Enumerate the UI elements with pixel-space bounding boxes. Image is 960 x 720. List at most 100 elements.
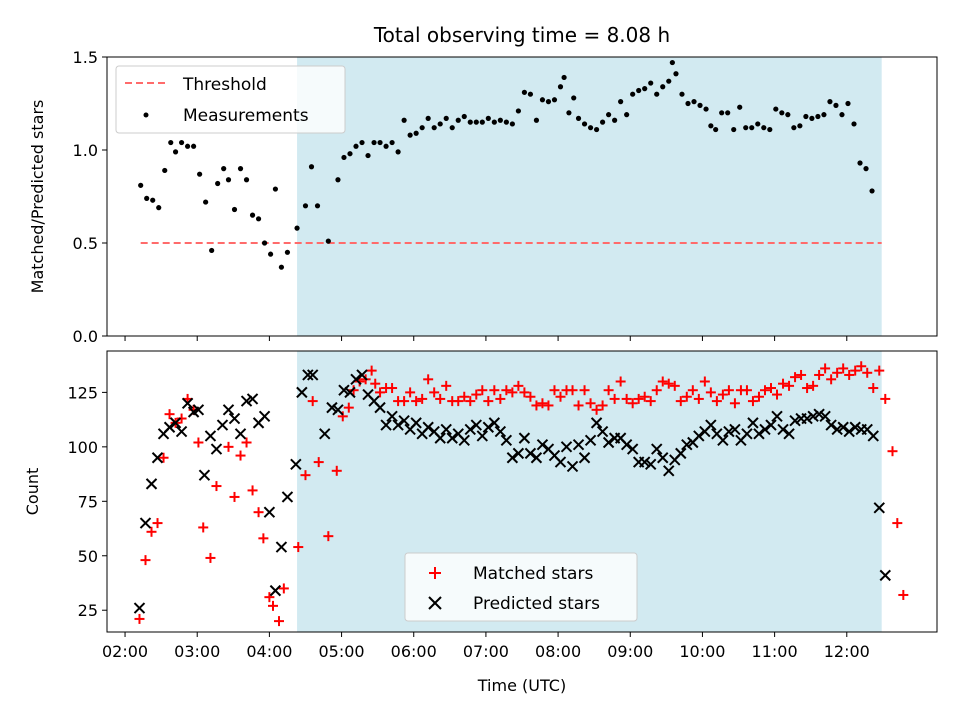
predicted-star-point [356,369,368,381]
predicted-star-marker-b [234,428,247,440]
predicted-star-marker-b [506,452,519,464]
measurement-point [654,91,660,97]
matched-star-point [274,616,285,627]
predicted-star-marker-b [813,408,825,420]
matched-star-point [621,393,632,404]
predicted-star-point [374,401,386,414]
predicted-star-marker-b [181,397,194,409]
matched-star-point [585,398,596,409]
measurement-point [679,91,685,97]
matched-star-point [411,396,422,407]
predicted-star-marker-b [741,428,753,440]
predicted-star-marker-b [275,541,288,553]
predicted-star-point [458,434,470,447]
x-tick-label: 05:00 [319,642,365,661]
predicted-star-point [258,410,271,423]
predicted-star-marker-b [663,465,675,477]
x-tick-label: 09:00 [607,642,653,661]
matched-star-point [543,400,554,411]
predicted-star-point [263,506,276,518]
x-tick-label: 04:00 [246,642,292,661]
measurement-point [767,126,773,133]
measurement-point [197,171,203,177]
measurement-point [618,99,624,105]
measurement-point [479,119,485,125]
bottom-y-axis-label: Count [23,468,42,516]
predicted-star-point [747,417,759,429]
measurement-point [162,167,168,174]
measurement-point [255,216,262,222]
matched-star-point [258,533,269,544]
matched-star-point [152,518,163,529]
predicted-star-marker-b [681,438,693,451]
predicted-star-point [494,425,507,438]
measurement-point [377,139,383,146]
matched-star-point [663,378,674,389]
measurement-point [485,115,491,121]
bottom-y-ticks: 25 50 75 100 125 [67,383,107,620]
predicted-star-marker-b [705,419,717,431]
matched-star-point [705,387,716,398]
measurement-point [755,121,761,127]
predicted-star-marker-b [711,428,723,440]
predicted-star-marker-b [306,369,319,381]
measurement-point [455,117,461,123]
top-panel: 0.0 0.5 1.0 1.5 Total observing time = 8.08… [28,23,938,346]
x-tick-label: 08:00 [535,642,581,661]
predicted-star-point [380,419,392,431]
predicted-star-point [657,452,669,464]
predicted-star-marker-b [572,438,585,451]
predicted-star-marker-b [518,432,531,444]
matched-star-point [399,396,410,407]
matched-star-point [687,385,698,396]
matched-star-point [657,376,668,387]
measurement-point [419,125,425,131]
top-y-tick-label: 0.5 [73,234,98,253]
predicted-star-marker-b [258,410,271,423]
predicted-star-point [500,434,513,447]
matched-star-point [723,385,734,396]
matched-star-point [211,481,222,492]
measurement-point [467,119,473,125]
predicted-star-point [807,410,819,423]
measurement-point [353,143,359,149]
predicted-star-point [879,569,891,582]
predicted-star-point [234,428,247,440]
predicted-star-point [326,401,338,414]
measurement-point [561,74,567,81]
measurement-point [593,126,600,133]
matched-star-point [591,404,602,415]
matched-star-point [525,391,536,402]
matched-star-point [651,385,662,396]
measurement-point [737,104,743,110]
matched-star-point [892,518,903,529]
top-shaded-window [297,57,882,336]
predicted-star-marker-b [614,432,627,444]
matched-star-point [423,374,434,385]
matched-star-point [507,387,518,398]
top-shaded-window-rect [297,57,882,336]
measurement-point [827,99,833,105]
matched-star-point [513,380,524,391]
measurement-point [515,108,521,114]
bottom-y-tick-label: 100 [67,438,98,457]
predicted-star-point [831,423,843,436]
predicted-star-point [290,458,302,470]
measurement-point [642,86,648,92]
predicted-star-point [338,384,350,396]
legend-threshold-label: Threshold [182,75,267,95]
top-legend: Threshold Measurements [115,65,346,134]
matched-star-point [778,378,789,389]
predicted-star-point [240,395,253,407]
measurement-point [648,80,654,86]
measurement-point [685,100,691,107]
predicted-star-point [759,423,771,436]
matched-star-point [405,387,416,398]
matched-star-point [567,385,578,396]
predicted-star-marker-b [198,469,211,481]
measurement-point [785,112,791,118]
measurement-point [599,119,606,125]
predicted-star-point [777,423,789,436]
matched-stars-points [134,361,909,627]
